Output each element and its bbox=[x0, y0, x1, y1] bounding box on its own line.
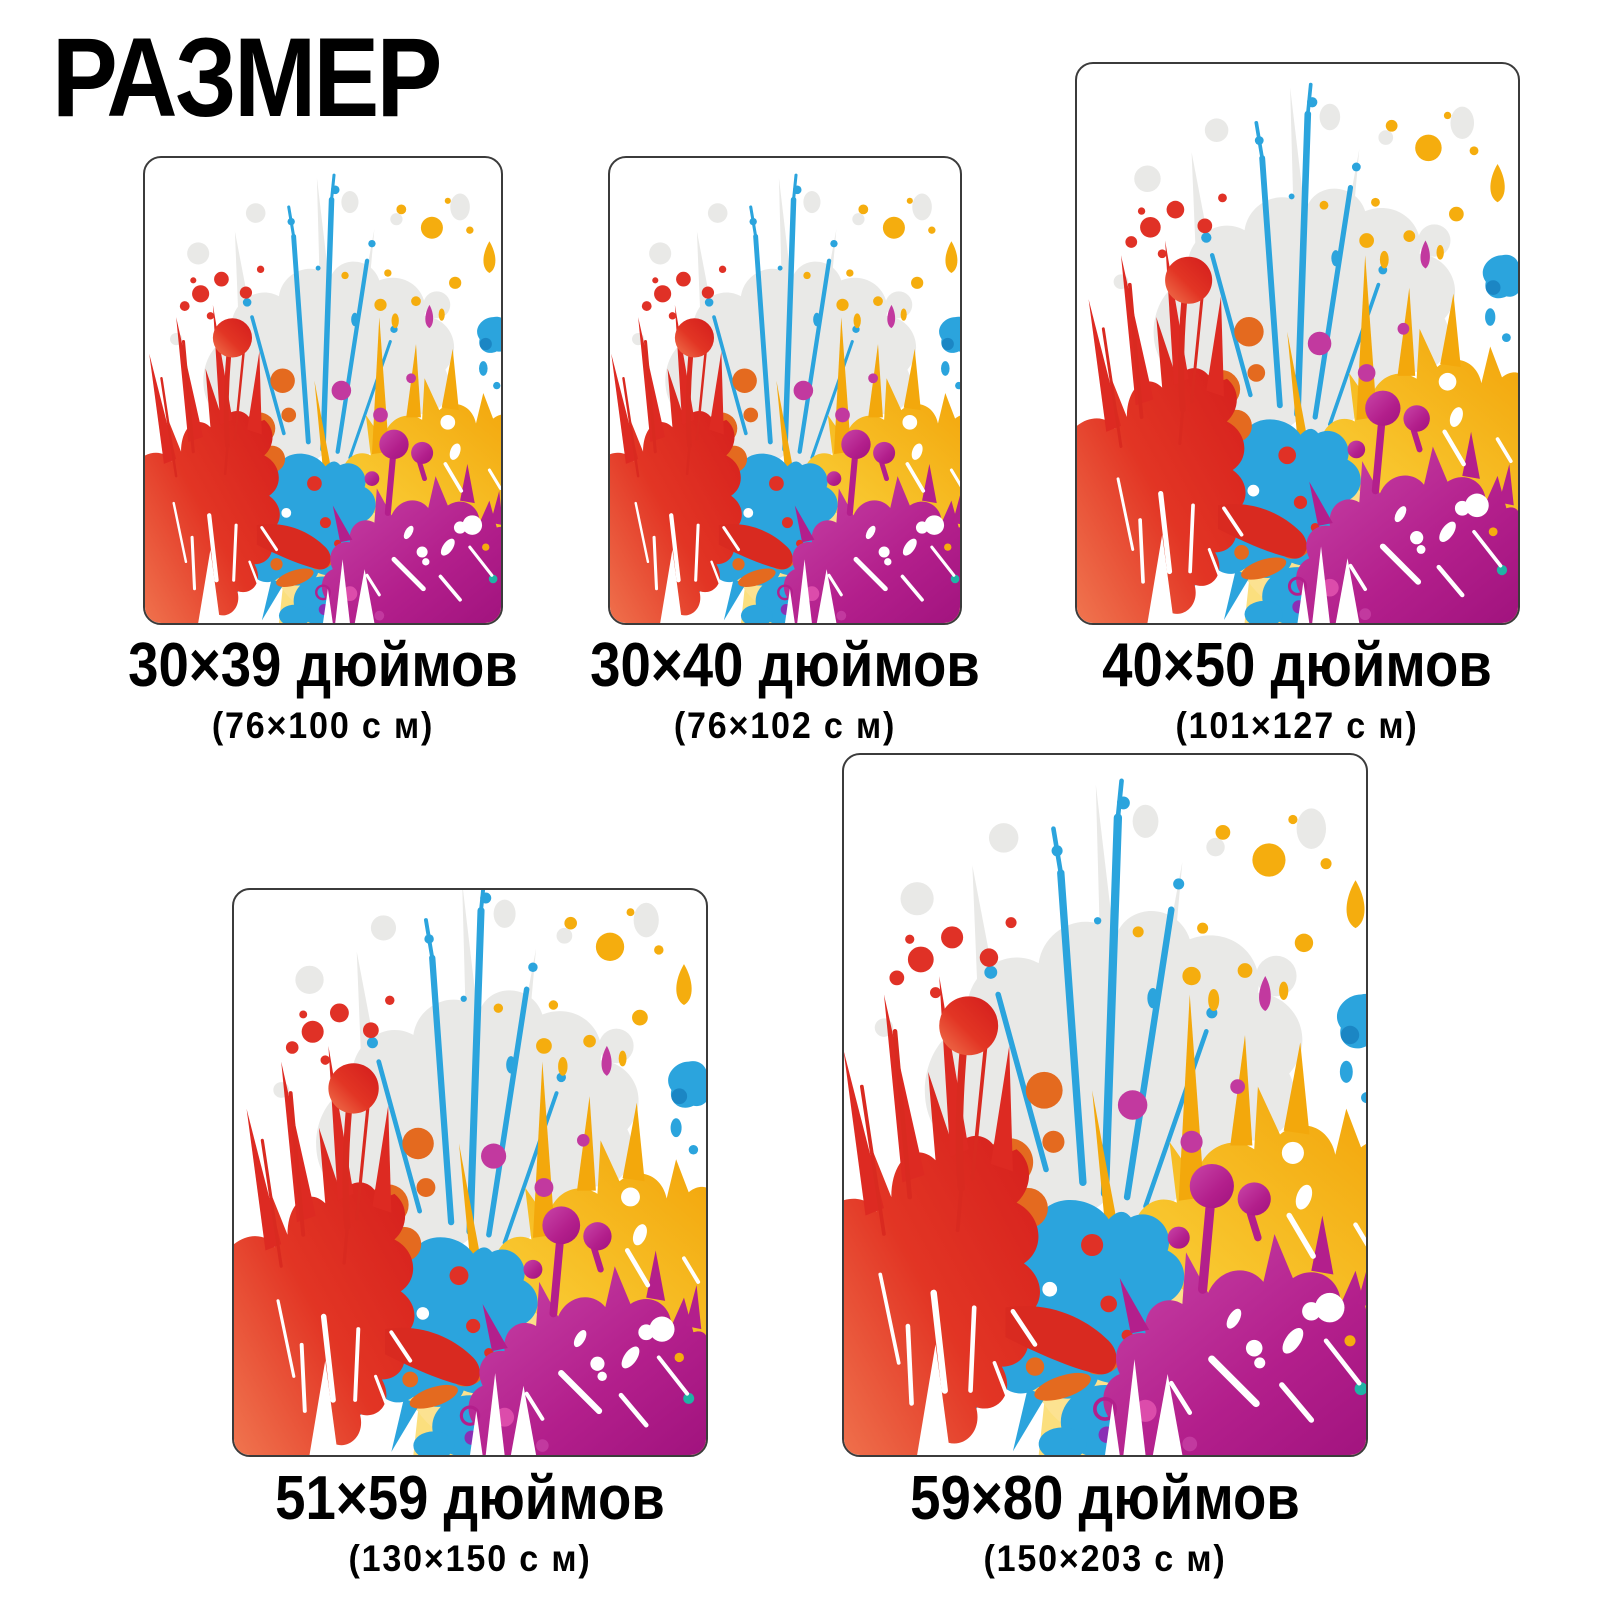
size-card-51x59 bbox=[232, 888, 708, 1457]
size-label-30x40: 30×40 дюймов (76×102 с м) bbox=[525, 631, 1045, 746]
size-cm-text: (101×127 с м) bbox=[1175, 705, 1419, 746]
size-card-59x80 bbox=[842, 753, 1368, 1457]
size-inches-text: 30×39 дюймов bbox=[128, 631, 518, 700]
page-title: РАЗМЕР bbox=[52, 15, 442, 140]
size-label-51x59: 51×59 дюймов (130×150 с м) bbox=[210, 1464, 730, 1579]
size-inches-text: 40×50 дюймов bbox=[1102, 631, 1492, 700]
size-cm-text: (130×150 с м) bbox=[348, 1538, 592, 1579]
size-inches-text: 51×59 дюймов bbox=[275, 1464, 665, 1533]
size-card-30x40 bbox=[608, 156, 962, 625]
size-card-40x50 bbox=[1075, 62, 1520, 625]
paint-splatter-art bbox=[844, 755, 1366, 1455]
size-inches-text: 59×80 дюймов bbox=[910, 1464, 1300, 1533]
paint-splatter-art bbox=[610, 158, 960, 623]
size-label-30x39: 30×39 дюймов (76×100 с м) bbox=[63, 631, 583, 746]
paint-splatter-art bbox=[234, 890, 706, 1455]
size-inches-text: 30×40 дюймов bbox=[590, 631, 980, 700]
paint-splatter-art bbox=[1077, 64, 1518, 623]
size-cm-text: (150×203 с м) bbox=[983, 1538, 1227, 1579]
size-label-59x80: 59×80 дюймов (150×203 с м) bbox=[845, 1464, 1365, 1579]
paint-splatter-art bbox=[145, 158, 501, 623]
size-cm-text: (76×100 с м) bbox=[211, 705, 435, 746]
size-label-40x50: 40×50 дюймов (101×127 с м) bbox=[1037, 631, 1557, 746]
size-cm-text: (76×102 с м) bbox=[673, 705, 897, 746]
size-card-30x39 bbox=[143, 156, 503, 625]
